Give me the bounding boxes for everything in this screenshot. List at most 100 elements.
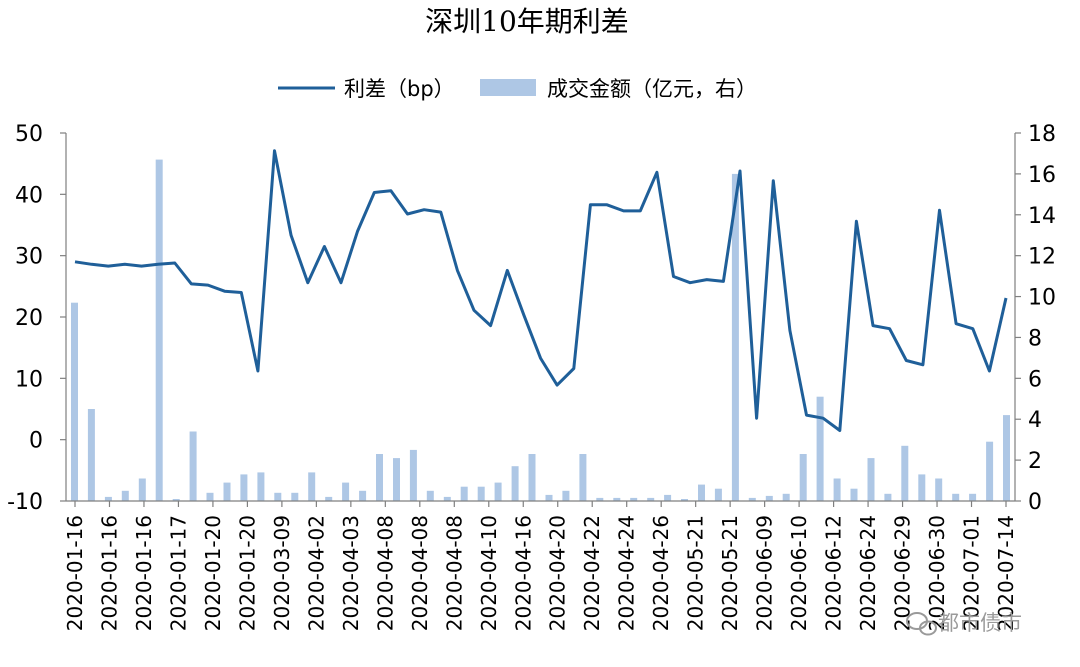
x-tick-label: 2020-07-01 [960,515,984,631]
legend-label-spread: 利差（bp） [344,77,455,101]
x-tick-label: 2020-06-30 [925,515,949,631]
x-tick-label: 2020-04-08 [373,515,397,631]
volume-bar [121,490,129,501]
volume-bar [698,484,705,501]
right-tick-label: 14 [1028,204,1056,229]
x-tick-label: 2020-05-21 [718,515,742,631]
volume-bar [884,493,892,501]
volume-bar [647,497,655,501]
volume-bar [681,499,688,501]
volume-bar [291,492,299,501]
volume-bar [325,496,333,501]
left-tick-label: -10 [7,490,43,515]
volume-bar [409,449,417,501]
legend-label-volume: 成交金额（亿元，右） [547,77,757,101]
volume-bar [155,159,163,501]
volume-bar [376,454,383,501]
volume-bar [223,482,231,501]
volume-bar [240,474,248,501]
x-tick-label: 2020-06-24 [856,515,880,631]
x-tick-label: 2020-05-21 [684,515,708,631]
right-tick-label: 16 [1028,163,1056,188]
x-tick-label: 2020-04-10 [477,515,501,631]
volume-bar [189,431,197,501]
volume-bar [867,458,875,501]
volume-bar [494,482,502,501]
volume-bars [71,159,1010,501]
left-tick-label: 40 [15,183,43,208]
volume-bar [545,494,553,501]
volume-bar [426,490,434,501]
x-tick-label: 2020-06-29 [891,515,915,631]
volume-bar [816,396,824,501]
right-tick-label: 6 [1028,367,1042,392]
x-tick-label: 2020-01-17 [166,515,190,631]
volume-bar [1003,415,1010,501]
volume-bar [935,478,943,501]
volume-bar [918,474,926,501]
volume-bar [765,495,773,501]
left-tick-label: 30 [15,245,43,270]
x-tick-label: 2020-03-09 [270,515,294,631]
volume-bar [342,482,350,501]
x-tick-label: 2020-04-20 [546,515,570,631]
volume-bar [138,478,146,501]
volume-bar [596,497,604,501]
volume-bar [952,493,960,501]
chart-title: 深圳10年期利差 [425,5,629,38]
volume-bar [630,497,638,501]
spread-line [74,149,1008,432]
right-tick-label: 8 [1028,326,1042,351]
spread-line-group [74,149,1008,432]
volume-bar [562,490,570,501]
volume-bar [850,488,858,501]
x-tick-label: 2020-01-16 [63,515,87,631]
x-axis-ticks: 2020-01-16 2020-01-16 2020-01-16 2020-01-17… [63,501,1018,631]
right-tick-label: 4 [1028,408,1042,433]
right-tick-label: 18 [1028,122,1056,147]
x-tick-label: 2020-04-16 [511,515,535,631]
x-tick-label: 2020-01-16 [132,515,156,631]
x-tick-label: 2020-04-26 [649,515,673,631]
volume-bar [206,492,214,501]
x-tick-label: 2020-06-09 [753,515,777,631]
legend: 利差（bp） 成交金额（亿元，右） [278,77,757,101]
left-tick-label: 10 [15,367,43,392]
volume-bar [969,493,977,501]
x-tick-label: 2020-04-22 [580,515,604,631]
volume-bar [393,458,400,501]
x-tick-label: 2020-04-24 [615,515,639,631]
volume-bar [579,454,587,501]
left-tick-label: 50 [15,122,43,147]
x-tick-label: 2020-06-10 [787,515,811,631]
volume-bar [274,492,282,501]
right-tick-label: 0 [1028,490,1042,515]
volume-bar [257,472,265,501]
watermark: 都市债市 [906,611,1022,636]
volume-bar [359,490,367,501]
right-y-axis-ticks: 0 2 4 6 8 10 12 14 16 18 [1015,122,1056,515]
volume-bar [460,486,468,501]
volume-bar [901,445,909,501]
volume-bar [986,441,994,501]
volume-bar [104,496,112,501]
left-tick-label: 20 [15,306,43,331]
volume-bar [714,488,722,501]
volume-bar [528,454,536,501]
x-tick-label: 2020-06-12 [822,515,846,631]
volume-bar [613,497,621,501]
x-tick-label: 2020-04-08 [442,515,466,631]
left-y-axis-ticks: -10 0 10 20 30 40 50 [7,122,66,515]
x-tick-label: 2020-01-20 [235,515,259,631]
right-tick-label: 2 [1028,449,1042,474]
x-tick-label: 2020-04-08 [408,515,432,631]
volume-bar [799,454,807,501]
volume-bar [477,486,485,501]
volume-bar [833,478,841,501]
x-tick-label: 2020-07-14 [994,515,1018,631]
volume-bar [511,466,519,501]
volume-bar [748,497,756,501]
x-tick-label: 2020-01-20 [201,515,225,631]
volume-bar [87,409,95,501]
